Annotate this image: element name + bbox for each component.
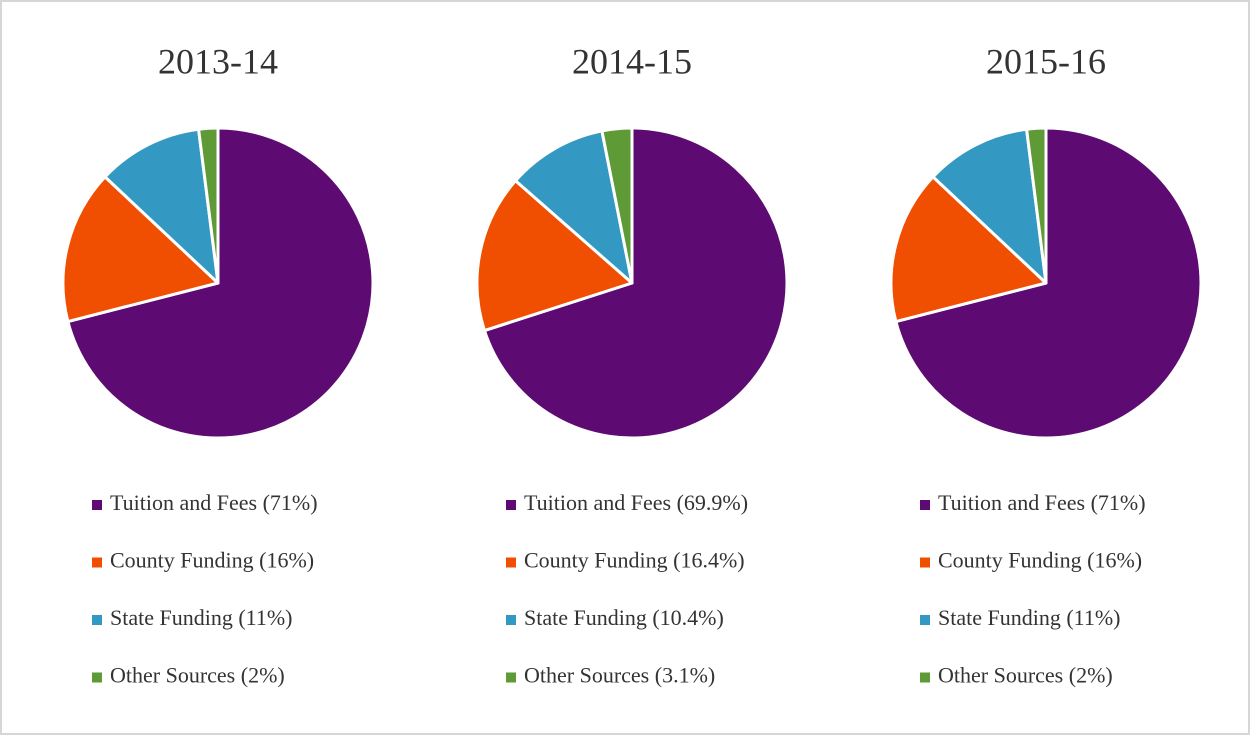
legend-label: Tuition and Fees (71%) <box>110 490 318 515</box>
legend-swatch <box>506 557 516 568</box>
legend-label: State Funding (11%) <box>110 605 293 630</box>
pie-slice <box>1025 126 1048 285</box>
pie-slice <box>475 179 634 333</box>
legend-label: State Funding (10.4%) <box>524 605 724 630</box>
legend-label: State Funding (11%) <box>938 605 1121 630</box>
pie-slice <box>66 126 375 440</box>
pie-slice <box>103 127 220 285</box>
legend-swatch <box>506 500 516 510</box>
pie-slice <box>514 129 634 285</box>
pie-slice <box>61 175 220 324</box>
legend-label: Tuition and Fees (69.9%) <box>524 490 748 515</box>
legend-label: County Funding (16%) <box>110 548 314 573</box>
legend-label: Other Sources (2%) <box>938 663 1113 688</box>
chart-title: 2014-15 <box>572 41 692 81</box>
legend-swatch <box>92 557 102 568</box>
legend-swatch <box>506 672 516 683</box>
pie-slice <box>600 126 634 285</box>
chart-title: 2013-14 <box>158 41 278 81</box>
legend-label: Tuition and Fees (71%) <box>938 490 1146 515</box>
legend-swatch <box>920 557 930 568</box>
pie-slice <box>931 127 1048 285</box>
legend-swatch <box>92 615 102 625</box>
legend-swatch <box>92 672 102 683</box>
legend-swatch <box>920 615 930 625</box>
pie-slice <box>894 126 1203 440</box>
legend-swatch <box>920 672 930 683</box>
chart-title: 2015-16 <box>986 41 1106 81</box>
legend-label: Other Sources (3.1%) <box>524 663 715 688</box>
pie-slice <box>889 175 1048 324</box>
legend-label: Other Sources (2%) <box>110 663 285 688</box>
pie-slice <box>197 126 220 285</box>
pie-slice <box>482 126 789 440</box>
legend-label: County Funding (16%) <box>938 548 1142 573</box>
legend-swatch <box>506 615 516 625</box>
legend-swatch <box>92 500 102 510</box>
legend-label: County Funding (16.4%) <box>524 548 745 573</box>
legend-swatch <box>920 500 930 510</box>
